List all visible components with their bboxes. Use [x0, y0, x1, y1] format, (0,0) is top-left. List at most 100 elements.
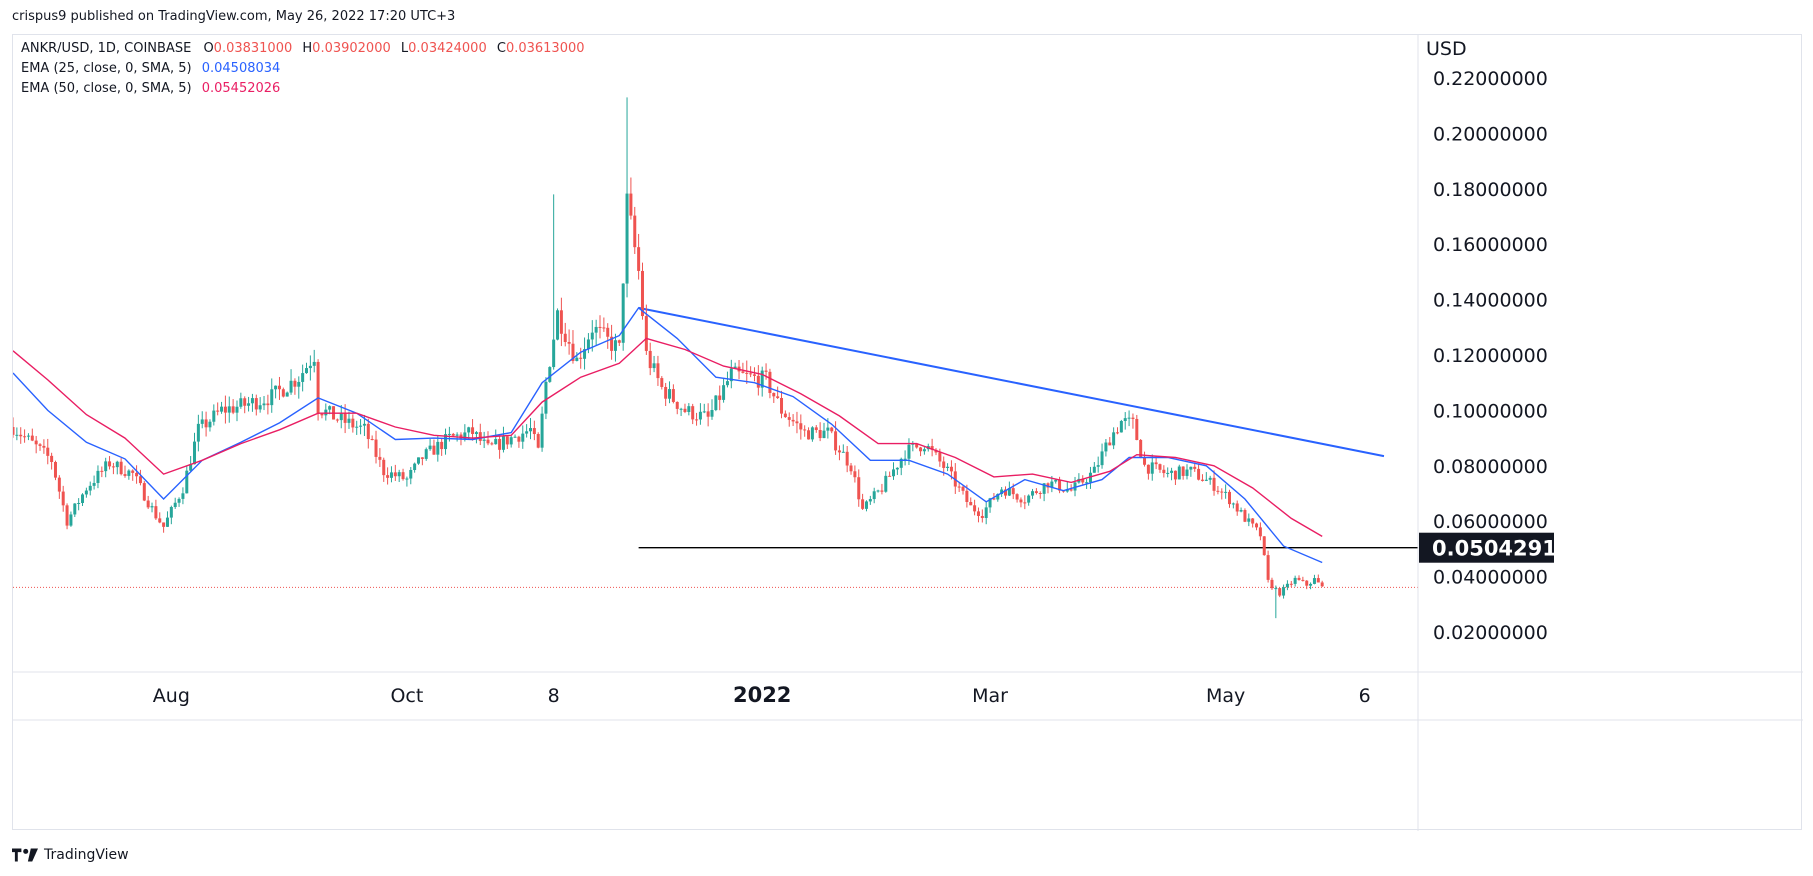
legend-ema50-value: 0.05452026 — [201, 81, 281, 96]
candle-body — [895, 467, 899, 470]
footer-brand[interactable]: TradingView — [12, 847, 129, 863]
candle-body — [1262, 536, 1266, 556]
candle-body — [629, 193, 633, 216]
candle-body — [231, 406, 235, 413]
candle-body — [1204, 479, 1208, 481]
candle-body — [389, 472, 393, 478]
candle-body — [1247, 518, 1251, 522]
candle-body — [281, 389, 285, 397]
candle-body — [1320, 582, 1324, 587]
candle-body — [637, 247, 641, 271]
candle-body — [598, 326, 602, 328]
candle-body — [973, 505, 977, 512]
candle-body — [876, 490, 880, 492]
candle-body — [1243, 510, 1247, 522]
candle-body — [1050, 481, 1054, 488]
candle-body — [220, 406, 224, 412]
candle-body — [138, 476, 142, 484]
candle-body — [1200, 479, 1204, 481]
candle-body — [1316, 578, 1320, 583]
candle-body — [1289, 583, 1293, 585]
candle-body — [1170, 470, 1174, 473]
candle-body — [864, 501, 868, 509]
candle-body — [42, 445, 46, 448]
candle-body — [308, 365, 312, 369]
candle-body — [602, 327, 606, 329]
candle-body — [478, 432, 482, 441]
candle-body — [1081, 478, 1085, 483]
candle-body — [1119, 421, 1123, 433]
candle-body — [494, 438, 498, 445]
candle-body — [780, 397, 784, 414]
candle-body — [142, 483, 146, 501]
candle-body — [1023, 502, 1027, 504]
time-tick-label: May — [1206, 685, 1245, 707]
candle-body — [698, 411, 702, 420]
candle-body — [749, 373, 753, 375]
chart-legend: ANKR/USD, 1D, COINBASE O0.03831000 H0.03… — [21, 39, 591, 99]
candle-body — [57, 477, 61, 492]
candle-body — [949, 466, 953, 472]
candle-body — [420, 457, 424, 459]
time-tick-label: Mar — [972, 685, 1008, 707]
candle-body — [158, 518, 162, 523]
candle-body — [123, 474, 127, 476]
candle-body — [841, 451, 845, 453]
candle-body — [108, 461, 112, 467]
candle-body — [146, 500, 150, 508]
candle-body — [687, 406, 691, 413]
ema-lines — [13, 306, 1323, 564]
candle-body — [1112, 432, 1116, 446]
candle-body — [969, 501, 973, 506]
candle-body — [50, 455, 54, 463]
candle-body — [274, 385, 278, 390]
legend-ema25-row[interactable]: EMA (25, close, 0, SMA, 5) 0.04508034 — [21, 59, 591, 79]
candle-body — [208, 421, 212, 428]
legend-ema50-row[interactable]: EMA (50, close, 0, SMA, 5) 0.05452026 — [21, 79, 591, 99]
candle-body — [807, 430, 811, 440]
price-chart[interactable]: 0.05042919 USD 0.02000000 0.04000000 0.0600… — [13, 35, 1803, 831]
candle-body — [1143, 457, 1147, 465]
candle-body — [1266, 555, 1270, 580]
candle-body — [193, 441, 197, 465]
candle-body — [980, 515, 984, 519]
candle-body — [528, 428, 532, 432]
support-line-group: 0.05042919 — [638, 532, 1571, 563]
candle-body — [471, 427, 475, 434]
candle-body — [1096, 465, 1100, 467]
candle-body — [830, 427, 834, 432]
candle-body — [683, 408, 687, 413]
candle-body — [463, 432, 467, 440]
candle-body — [1235, 503, 1239, 512]
candle-body — [795, 421, 799, 424]
time-tick-label: Aug — [153, 685, 190, 707]
candle-body — [1224, 491, 1228, 493]
price-tick-label: 0.10000000 — [1433, 400, 1548, 422]
candle-body — [922, 449, 926, 452]
candle-body — [849, 465, 853, 472]
candle-body — [1212, 477, 1216, 491]
chart-panel[interactable]: 0.05042919 USD 0.02000000 0.04000000 0.0600… — [12, 34, 1803, 831]
candle-body — [69, 514, 73, 526]
candle-body — [262, 403, 266, 406]
candle-body — [359, 425, 363, 427]
candle-body — [583, 349, 587, 359]
candle-body — [289, 380, 293, 393]
legend-ema25-value: 0.04508034 — [201, 61, 281, 76]
candle-body — [30, 435, 34, 441]
candle-body — [1162, 469, 1166, 474]
candle-body — [135, 472, 139, 477]
candle-body — [1208, 477, 1212, 480]
candle-body — [486, 439, 490, 444]
candle-body — [579, 357, 583, 359]
candles — [13, 97, 1324, 619]
candle-body — [752, 374, 756, 376]
candle-body — [509, 437, 513, 445]
candle-body — [490, 443, 494, 445]
candle-body — [548, 367, 552, 382]
candle-body — [513, 436, 517, 438]
candle-body — [1073, 482, 1077, 491]
candle-body — [915, 443, 919, 448]
candle-body — [1282, 587, 1286, 596]
candle-body — [397, 472, 401, 477]
